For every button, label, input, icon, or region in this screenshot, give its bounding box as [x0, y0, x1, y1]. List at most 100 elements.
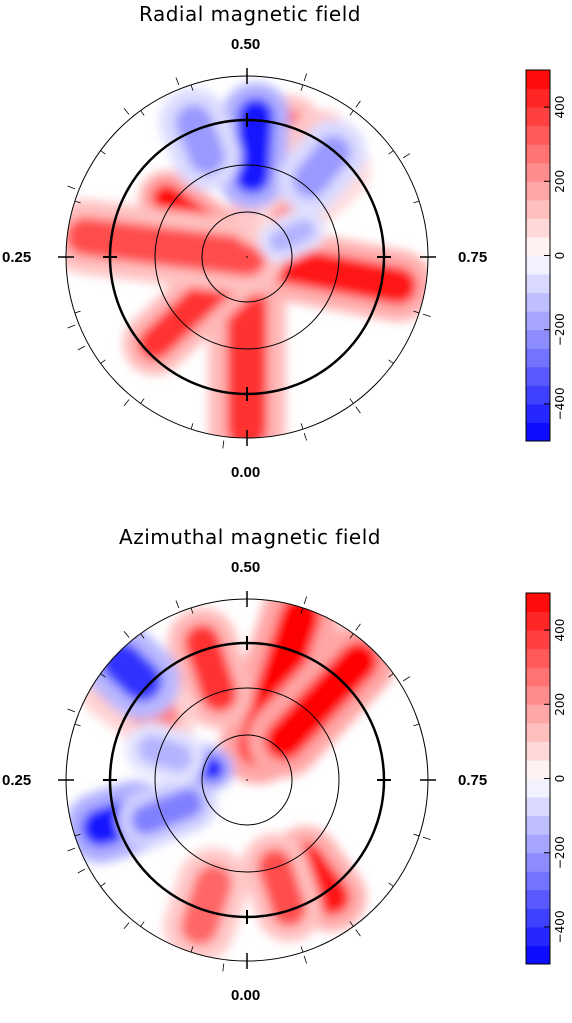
minor-tick [388, 150, 394, 155]
phase-tick [303, 432, 308, 441]
colorbar-segment [526, 422, 550, 442]
field-map [66, 82, 428, 438]
minor-tick [349, 633, 354, 639]
phase-tick [402, 676, 411, 682]
minor-tick [413, 723, 420, 727]
colorbar-segment [526, 889, 550, 909]
minor-tick [300, 607, 304, 614]
minor-tick [100, 359, 106, 364]
field-feature [264, 641, 379, 760]
colorbar-segment [526, 685, 550, 705]
field-feature [268, 218, 316, 253]
field-feature [175, 104, 226, 175]
phase-label-right: 0.75 [458, 772, 488, 789]
phase-tick [355, 623, 361, 631]
colorbar-segment [526, 88, 550, 108]
colorbar-segment [526, 329, 550, 349]
phase-label-top: 0.50 [231, 559, 261, 576]
radial-field-panel: Radial magnetic field 400 200 0 −200 −400 0.… [0, 0, 572, 500]
phase-label-right: 0.75 [458, 249, 488, 266]
colorbar-segment [526, 236, 550, 256]
minor-tick [190, 946, 194, 953]
phase-tick [422, 836, 431, 841]
phase-tick [67, 708, 76, 713]
minor-tick [190, 84, 194, 91]
colorbar: 400 200 0 −200 −400 [525, 592, 567, 965]
colorbar-segment [526, 611, 550, 631]
phase-tick [123, 922, 130, 929]
phase-tick [67, 847, 76, 852]
colorbar-segment [526, 403, 550, 423]
minor-tick [140, 921, 145, 927]
field-feature [101, 642, 162, 702]
colorbar-segment [526, 648, 550, 668]
minor-tick [300, 423, 304, 430]
colorbar-segment [526, 722, 550, 742]
phase-tick [123, 108, 130, 115]
colorbar-segment [526, 125, 550, 145]
minor-tick [388, 673, 394, 678]
colorbar-segment [526, 759, 550, 779]
chart-title: Azimuthal magnetic field [119, 525, 381, 549]
minor-tick [74, 833, 81, 837]
colorbar-segment [526, 852, 550, 872]
minor-tick [413, 310, 420, 314]
colorbar-segment [526, 70, 550, 90]
phase-tick [402, 153, 411, 159]
colorbar-tick-label: 400 [553, 96, 567, 119]
minor-tick [388, 359, 394, 364]
colorbar-tick-label: −200 [553, 836, 567, 869]
colorbar-tick-label: −400 [553, 387, 567, 420]
colorbar-segment [526, 704, 550, 724]
phase-ticks [58, 68, 436, 449]
phase-tick [222, 440, 225, 449]
phase-tick [303, 73, 308, 82]
phase-label-left: 0.25 [2, 772, 32, 789]
phase-tick [67, 185, 76, 190]
phase-tick [123, 631, 130, 638]
colorbar: 400 200 0 −200 −400 [525, 69, 567, 442]
colorbar-segment [526, 218, 550, 238]
colorbar-segment [526, 797, 550, 817]
colorbar-segment [526, 181, 550, 201]
minor-tick [74, 723, 81, 727]
phase-label-bottom: 0.00 [231, 987, 261, 1004]
phase-tick [175, 600, 180, 609]
colorbar-tick-label: −400 [553, 910, 567, 943]
minor-tick [300, 84, 304, 91]
colorbar-segment [526, 107, 550, 127]
azimuthal-field-panel: Azimuthal magnetic field 400 200 0 −200 −400… [0, 523, 572, 1023]
minor-tick [349, 110, 354, 116]
phase-tick [303, 955, 308, 964]
colorbar-segment [526, 292, 550, 312]
colorbar-segment [526, 945, 550, 965]
colorbar-tick-label: −200 [553, 313, 567, 346]
field-map [66, 599, 396, 961]
phase-tick [175, 77, 180, 86]
field-feature [66, 217, 267, 277]
radial-field-plot: 400 200 0 −200 −400 [58, 68, 567, 449]
mid-circle [154, 164, 340, 350]
colorbar-segment [526, 144, 550, 164]
field-feature [180, 864, 233, 946]
colorbar-segment [526, 741, 550, 761]
phase-tick [222, 963, 225, 972]
minor-tick [300, 946, 304, 953]
pole-dot [246, 256, 248, 258]
inner-circle [201, 211, 293, 303]
colorbar-segment [526, 385, 550, 405]
field-feature [234, 98, 274, 194]
colorbar-segment [526, 778, 550, 798]
minor-tick [413, 200, 420, 204]
colorbar-segment [526, 593, 550, 613]
phase-label-bottom: 0.00 [231, 464, 261, 481]
colorbar-segment [526, 667, 550, 687]
minor-tick [100, 673, 106, 678]
minor-tick [190, 607, 194, 614]
field-feature [131, 788, 204, 835]
colorbar-segment [526, 311, 550, 331]
colorbar-tick-label: 0 [553, 775, 567, 783]
colorbar-tick-label: 400 [553, 619, 567, 642]
colorbar-segment [526, 366, 550, 386]
colorbar-segment [526, 348, 550, 368]
